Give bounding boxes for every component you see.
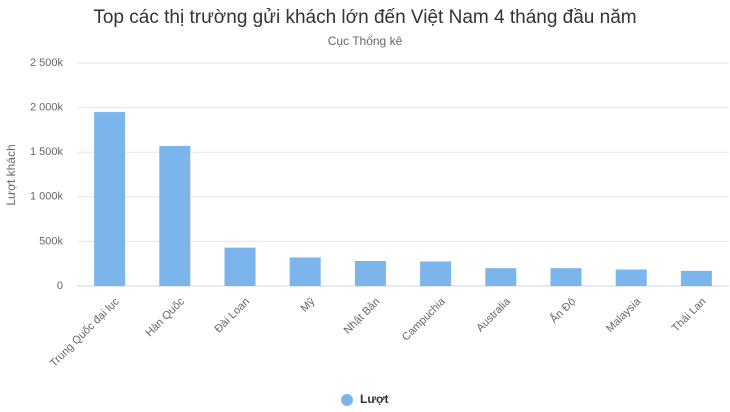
- chart-subtitle: Cục Thống kê: [328, 34, 403, 48]
- x-tick-label: Malaysia: [604, 295, 644, 335]
- x-tick-label: Campuchia: [400, 295, 448, 343]
- y-tick-label: 1 500k: [30, 146, 64, 158]
- x-tick-label: Mỹ: [299, 295, 318, 314]
- bar: [680, 270, 712, 286]
- y-axis-title: Lượt khách: [4, 144, 18, 205]
- bar: [159, 145, 191, 286]
- bar: [354, 261, 386, 286]
- x-tick-label: Hàn Quốc: [143, 295, 187, 339]
- bar: [420, 261, 452, 286]
- x-tick-label: Đài Loan: [213, 296, 253, 336]
- y-tick-label: 2 500k: [30, 57, 64, 69]
- chart-title: Top các thị trường gửi khách lớn đến Việ…: [93, 7, 636, 28]
- x-tick-label: Ấn Độ: [547, 295, 578, 326]
- x-tick-label: Thái Lan: [670, 296, 709, 335]
- y-tick-label: 500k: [39, 235, 63, 247]
- x-tick-label: Australia: [474, 295, 513, 334]
- bar: [94, 112, 126, 286]
- bar: [485, 268, 517, 286]
- bar: [615, 269, 647, 286]
- y-tick-label: 1 000k: [30, 191, 64, 203]
- y-tick-label: 2 000k: [30, 102, 64, 114]
- x-tick-label: Trung Quốc đại lục: [48, 295, 122, 369]
- legend-marker: [341, 394, 353, 406]
- bar: [224, 247, 256, 286]
- y-tick-label: 0: [57, 280, 63, 292]
- legend-label: Lượt: [360, 392, 389, 406]
- bar: [289, 257, 321, 286]
- bar: [550, 268, 582, 286]
- x-tick-label: Nhật Bản: [342, 296, 383, 337]
